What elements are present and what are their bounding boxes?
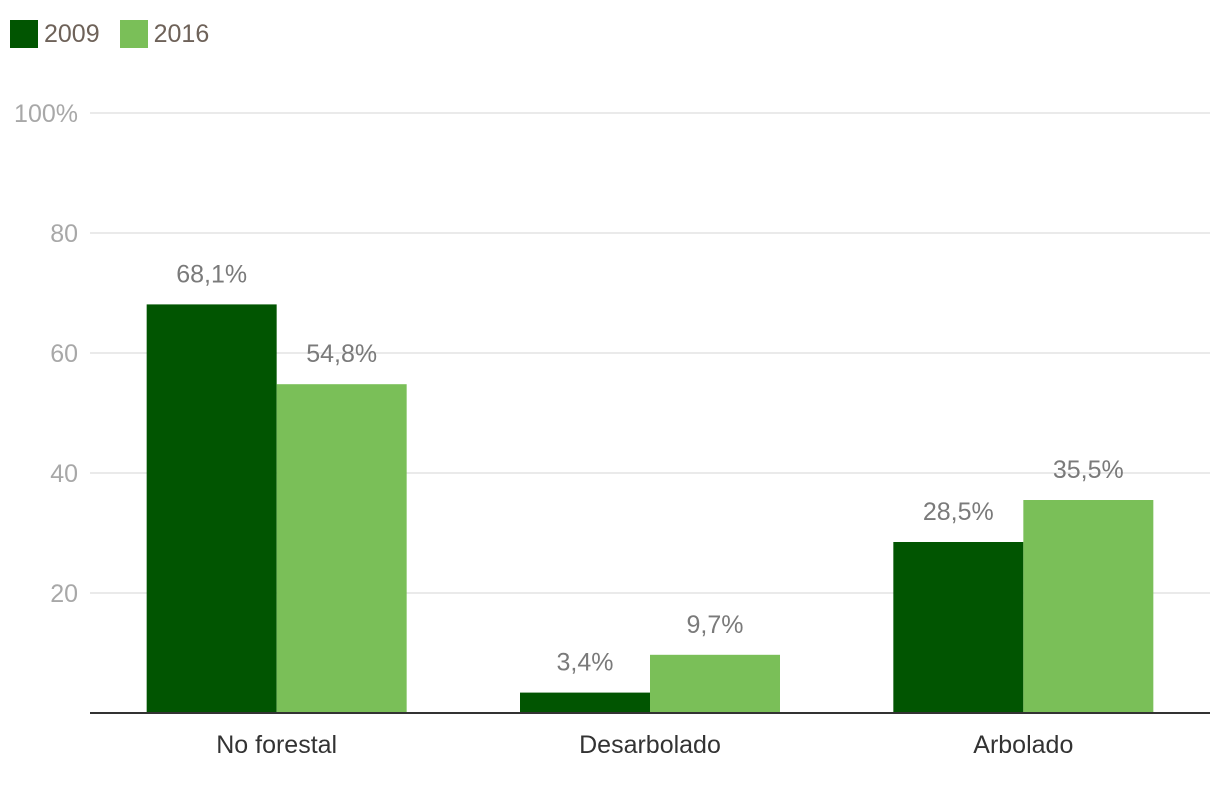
data-label-2009-1: 3,4% (557, 649, 614, 677)
legend-swatch-2016 (119, 20, 148, 48)
bar-2016-0 (276, 384, 407, 713)
y-tick-label-20: 20 (50, 580, 78, 608)
y-tick-label-100: 100% (14, 100, 78, 128)
legend-label-2016: 2016 (153, 19, 210, 48)
y-tick-label-60: 60 (50, 340, 78, 368)
y-tick-label-80: 80 (50, 220, 78, 248)
bars (146, 304, 1154, 713)
data-label-2009-0: 68,1% (176, 260, 247, 288)
bar-2016-2 (1023, 500, 1154, 713)
bar-2009-0 (146, 304, 277, 713)
data-label-2016-1: 9,7% (687, 611, 744, 639)
legend: 2009 2016 (10, 20, 229, 48)
bar-2009-2 (893, 542, 1024, 713)
data-label-2016-2: 35,5% (1053, 456, 1124, 484)
category-label-2: Arbolado (973, 731, 1073, 759)
bar-2016-1 (650, 654, 780, 713)
y-axis-tick-labels: 20 40 60 80 100% (14, 100, 78, 608)
data-labels: 68,1% 54,8% 3,4% 9,7% 28,5% 35,5% (176, 260, 1124, 676)
category-label-0: No forestal (216, 731, 337, 759)
x-axis-category-labels: No forestal Desarbolado Arbolado (216, 731, 1073, 759)
data-label-2009-2: 28,5% (923, 498, 994, 526)
legend-label-2009: 2009 (44, 19, 100, 48)
legend-swatch-2009 (10, 20, 38, 48)
legend-item-2009: 2009 (10, 20, 100, 49)
legend-item-2016: 2016 (119, 19, 210, 49)
bar-2009-1 (520, 692, 650, 713)
data-label-2016-0: 54,8% (306, 340, 377, 368)
y-tick-label-40: 40 (50, 460, 78, 488)
category-label-1: Desarbolado (579, 731, 721, 759)
